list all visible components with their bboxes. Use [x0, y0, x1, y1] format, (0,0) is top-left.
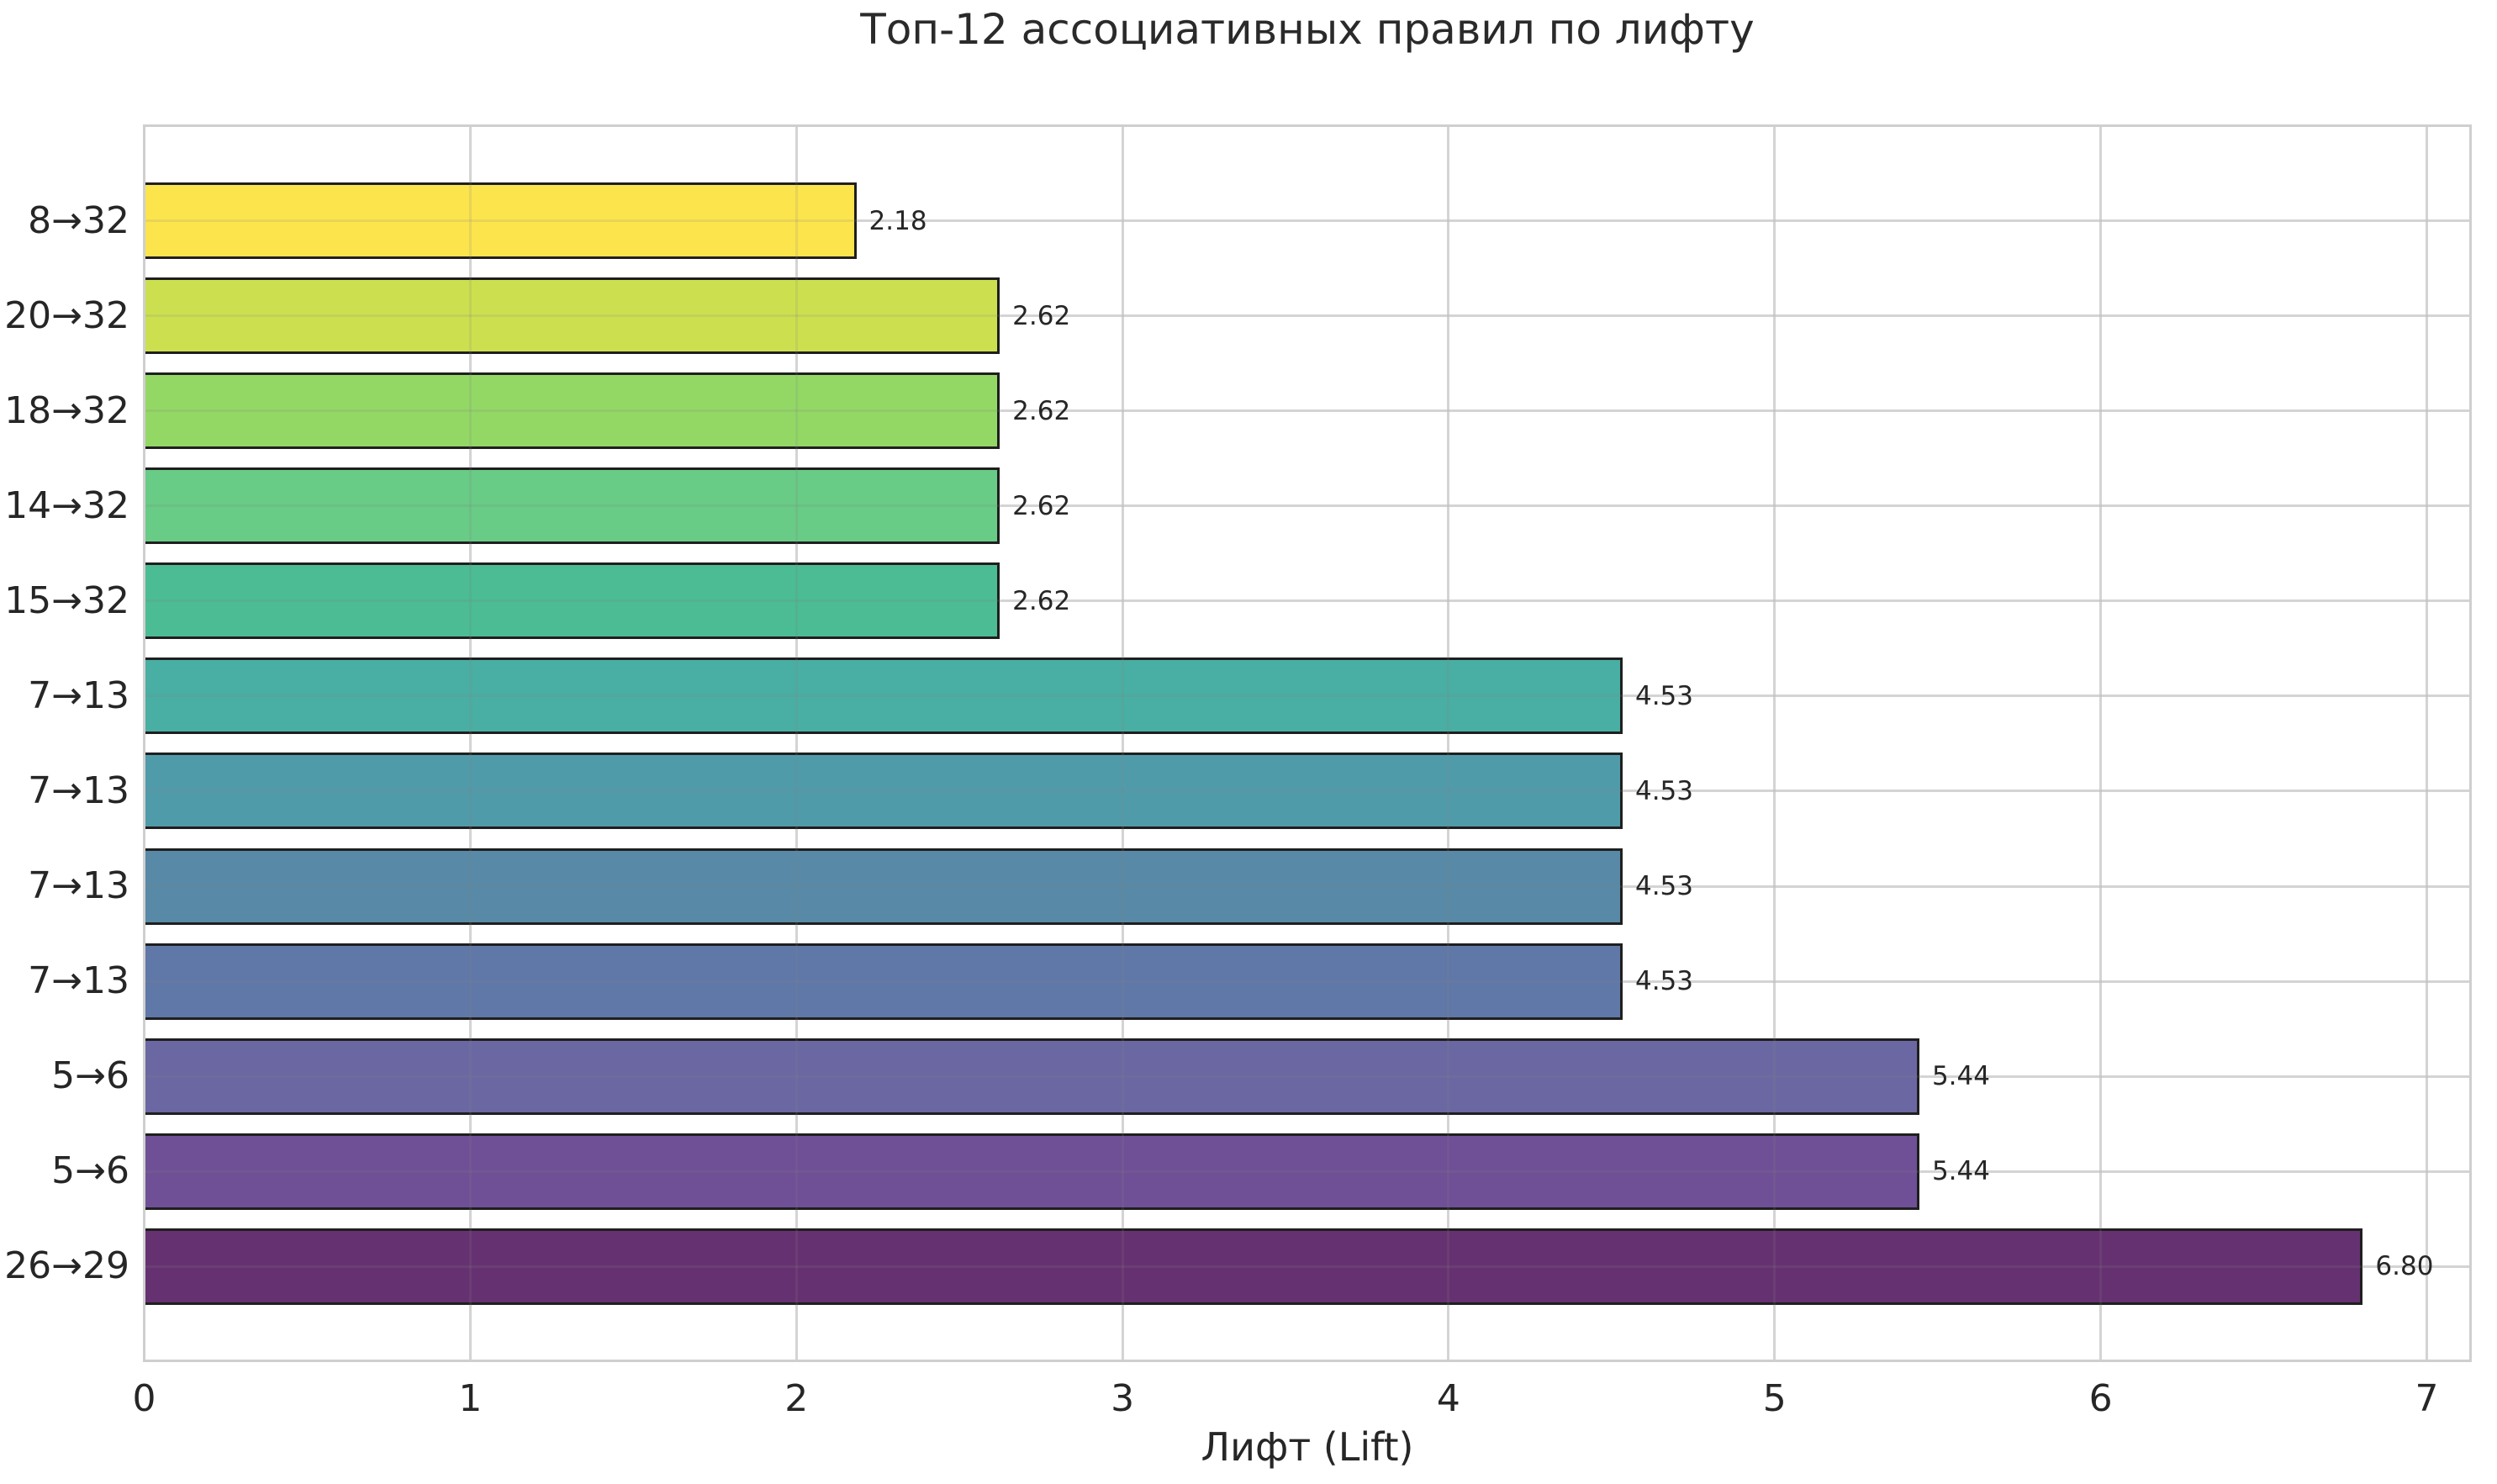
gridline-horizontal — [145, 599, 2469, 603]
bar-value-label: 4.53 — [1634, 966, 1694, 997]
y-tick-label: 5→6 — [51, 1149, 129, 1193]
y-tick-label: 5→6 — [51, 1054, 129, 1098]
gridline-horizontal-overlay — [145, 599, 2469, 603]
gridline-vertical — [468, 127, 472, 1360]
bar — [145, 753, 1623, 830]
bar-value-label: 4.53 — [1634, 680, 1694, 711]
bar — [145, 467, 1000, 545]
bar-value-label: 5.44 — [1931, 1061, 1990, 1092]
bar-value-label: 4.53 — [1634, 775, 1694, 806]
gridline-horizontal-overlay — [145, 980, 2469, 983]
gridline-horizontal-overlay — [145, 219, 2469, 222]
gridline-horizontal-overlay — [145, 314, 2469, 318]
bar — [145, 372, 1000, 450]
gridline-vertical — [1773, 127, 1776, 1360]
chart-title: Топ-12 ассоциативных правил по лифту — [860, 5, 1755, 54]
gridline-horizontal-overlay — [145, 1170, 2469, 1173]
x-tick-label: 3 — [1111, 1377, 1135, 1420]
gridline-vertical — [2426, 127, 2428, 1360]
gridline-horizontal — [145, 314, 2469, 318]
bar — [145, 182, 857, 259]
gridline-vertical — [1447, 127, 1450, 1360]
bar — [145, 1228, 2363, 1305]
bar — [145, 658, 1623, 735]
x-tick-label: 2 — [784, 1377, 809, 1420]
gridline-horizontal-overlay — [145, 1265, 2469, 1268]
gridline-horizontal — [145, 409, 2469, 413]
x-tick-label: 0 — [132, 1377, 156, 1420]
x-tick-label: 4 — [1436, 1377, 1460, 1420]
gridline-vertical-overlay — [1121, 127, 1124, 1360]
bar-value-label: 2.62 — [1012, 490, 1071, 521]
gridline-horizontal-overlay — [145, 1075, 2469, 1078]
gridline-vertical — [1121, 127, 1124, 1360]
gridline-horizontal — [145, 504, 2469, 508]
y-tick-label: 7→13 — [28, 959, 129, 1003]
gridline-vertical-overlay — [794, 127, 798, 1360]
bar — [145, 1133, 1919, 1210]
y-tick-label: 18→32 — [4, 388, 129, 432]
bar — [145, 943, 1623, 1020]
gridline-horizontal — [145, 219, 2469, 222]
x-axis-label: Лифт (Lift) — [1201, 1424, 1414, 1470]
gridline-vertical-overlay — [468, 127, 472, 1360]
bar — [145, 1038, 1919, 1115]
bar-value-label: 2.62 — [1012, 395, 1071, 426]
y-tick-label: 15→32 — [4, 578, 129, 622]
y-tick-label: 7→13 — [28, 864, 129, 908]
gridline-vertical-overlay — [2099, 127, 2103, 1360]
x-tick-label: 1 — [458, 1377, 483, 1420]
y-tick-label: 7→13 — [28, 673, 129, 717]
gridline-horizontal-overlay — [145, 790, 2469, 793]
gridline-vertical — [794, 127, 798, 1360]
gridline-vertical — [2099, 127, 2103, 1360]
gridline-vertical-overlay — [2426, 127, 2428, 1360]
y-tick-label: 20→32 — [4, 293, 129, 337]
gridline-horizontal-overlay — [145, 694, 2469, 698]
y-tick-label: 26→29 — [4, 1244, 129, 1288]
bar — [145, 277, 1000, 355]
bar-value-label: 2.18 — [868, 205, 927, 236]
gridline-vertical-overlay — [143, 127, 145, 1360]
x-tick-label: 5 — [1762, 1377, 1787, 1420]
bar-value-label: 2.62 — [1012, 585, 1071, 616]
bar — [145, 848, 1623, 925]
bar — [145, 562, 1000, 640]
bar-value-label: 2.62 — [1012, 300, 1071, 331]
bar-value-label: 5.44 — [1931, 1156, 1990, 1187]
gridline-horizontal-overlay — [145, 409, 2469, 413]
x-tick-label: 7 — [2415, 1377, 2439, 1420]
bar-value-label: 6.80 — [2375, 1251, 2434, 1282]
bar-value-label: 4.53 — [1634, 871, 1694, 902]
gridline-vertical-overlay — [1447, 127, 1450, 1360]
gridline-horizontal-overlay — [145, 504, 2469, 508]
y-tick-label: 8→32 — [28, 198, 129, 242]
gridline-vertical-overlay — [1773, 127, 1776, 1360]
gridline-horizontal-overlay — [145, 885, 2469, 888]
x-tick-label: 6 — [2088, 1377, 2113, 1420]
y-tick-label: 14→32 — [4, 483, 129, 527]
plot-area — [143, 124, 2472, 1362]
y-tick-label: 7→13 — [28, 768, 129, 812]
